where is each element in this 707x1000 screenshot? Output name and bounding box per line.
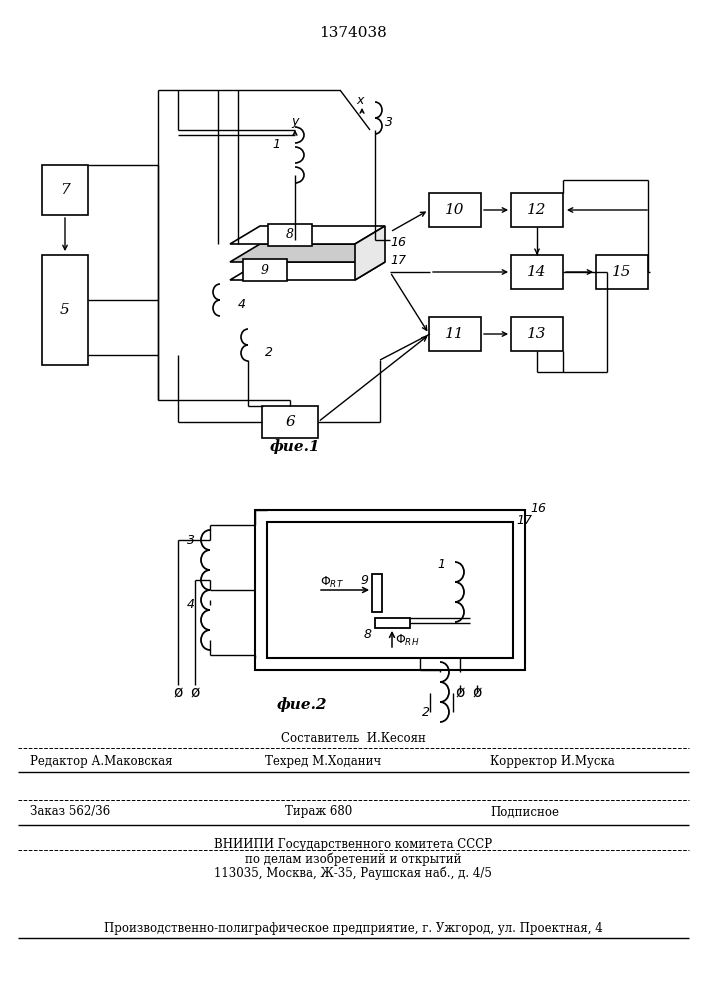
- Polygon shape: [230, 262, 385, 280]
- Text: ø: ø: [455, 686, 464, 700]
- Text: 4: 4: [238, 298, 246, 312]
- Text: фие.1: фие.1: [270, 440, 320, 454]
- Bar: [372, 574, 382, 612]
- Text: Производственно-полиграфическое предприятие, г. Ужгород, ул. Проектная, 4: Производственно-полиграфическое предприя…: [104, 922, 602, 935]
- Text: 1: 1: [272, 138, 280, 151]
- Bar: [511, 193, 563, 227]
- Text: 2: 2: [265, 346, 273, 359]
- Text: 6: 6: [285, 415, 295, 429]
- Text: $\Phi_{RH}$: $\Phi_{RH}$: [395, 632, 419, 648]
- Text: 17: 17: [390, 253, 406, 266]
- Text: 17: 17: [516, 514, 532, 526]
- Bar: [267, 522, 513, 658]
- Text: 3: 3: [187, 534, 195, 546]
- Bar: [429, 317, 481, 351]
- Text: 14: 14: [527, 265, 547, 279]
- Text: ВНИИПИ Государственного комитета СССР: ВНИИПИ Государственного комитета СССР: [214, 838, 492, 851]
- Text: Тираж 680: Тираж 680: [285, 806, 352, 818]
- Text: 1374038: 1374038: [319, 26, 387, 40]
- Text: ø: ø: [190, 686, 199, 700]
- Bar: [268, 224, 312, 246]
- Text: 10: 10: [445, 203, 464, 217]
- Text: фие.2: фие.2: [276, 698, 327, 712]
- Bar: [375, 618, 410, 628]
- Text: Составитель  И.Кесоян: Составитель И.Кесоян: [281, 732, 426, 744]
- Text: 16: 16: [390, 236, 406, 249]
- Bar: [42, 165, 88, 215]
- Bar: [255, 510, 525, 670]
- Text: 11: 11: [445, 327, 464, 341]
- Bar: [511, 255, 563, 289]
- Text: $\Phi_{RT}$: $\Phi_{RT}$: [320, 574, 344, 590]
- Text: Заказ 562/36: Заказ 562/36: [30, 806, 110, 818]
- Text: 13: 13: [527, 327, 547, 341]
- Text: 3: 3: [385, 115, 393, 128]
- Text: 1: 1: [437, 558, 445, 572]
- Polygon shape: [355, 226, 385, 280]
- Text: ø: ø: [472, 686, 481, 700]
- Text: ø: ø: [173, 686, 182, 700]
- Text: 113035, Москва, Ж-35, Раушская наб., д. 4/5: 113035, Москва, Ж-35, Раушская наб., д. …: [214, 866, 492, 880]
- Text: 7: 7: [60, 183, 70, 197]
- Text: Корректор И.Муска: Корректор И.Муска: [490, 756, 615, 768]
- Text: по делам изобретений и открытий: по делам изобретений и открытий: [245, 852, 461, 865]
- Text: 9: 9: [261, 263, 269, 276]
- Text: 8: 8: [286, 229, 294, 241]
- Text: 8: 8: [364, 628, 372, 641]
- Bar: [42, 255, 88, 365]
- Text: Подписное: Подписное: [490, 806, 559, 818]
- Text: 2: 2: [422, 706, 430, 718]
- Text: Техред М.Ходанич: Техред М.Ходанич: [265, 756, 381, 768]
- Text: х: х: [356, 94, 363, 106]
- Polygon shape: [230, 244, 385, 262]
- Bar: [243, 259, 287, 281]
- Text: 4: 4: [187, 598, 195, 611]
- Text: 12: 12: [527, 203, 547, 217]
- Bar: [596, 255, 648, 289]
- Bar: [262, 406, 318, 438]
- Text: 9: 9: [360, 574, 368, 586]
- Text: Редактор А.Маковская: Редактор А.Маковская: [30, 756, 173, 768]
- Text: 16: 16: [530, 502, 546, 514]
- Bar: [429, 193, 481, 227]
- Text: 15: 15: [612, 265, 632, 279]
- Text: у: у: [291, 115, 298, 128]
- Polygon shape: [230, 226, 385, 244]
- Text: 5: 5: [60, 303, 70, 317]
- Bar: [511, 317, 563, 351]
